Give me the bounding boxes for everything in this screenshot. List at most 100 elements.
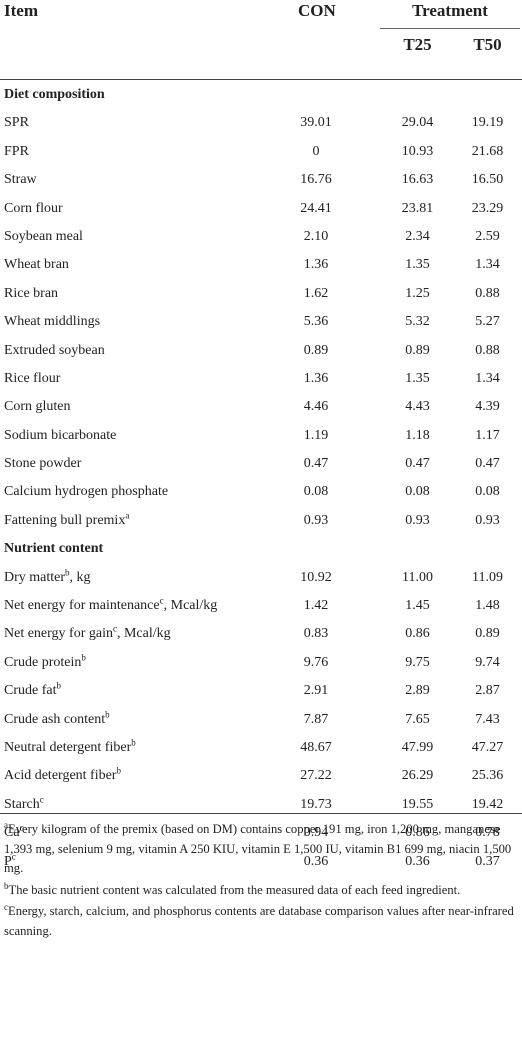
row-label: Rice flour	[4, 371, 60, 387]
footnote-a: aEvery kilogram of the premix (based on …	[4, 820, 518, 879]
row-label: Diet composition	[4, 87, 105, 103]
cell-t25: 1.18	[405, 427, 430, 443]
cell-t50: 0.89	[475, 626, 500, 642]
table-row: Corn gluten 4.46 4.43 4.39	[0, 392, 522, 420]
table-row: Straw 16.76 16.63 16.50	[0, 165, 522, 193]
row-label-footnote-mark: b	[81, 652, 86, 663]
cell-con: 0.93	[303, 512, 329, 528]
cell-t25: 7.65	[405, 711, 430, 727]
cell-con: 48.67	[300, 739, 332, 755]
row-label-text: SPR	[4, 115, 29, 131]
table-row: FPR 0 10.93 21.68	[0, 137, 522, 165]
cell-con: 10.92	[300, 569, 332, 585]
footnote-text: Energy, starch, calcium, and phosphorus …	[4, 904, 514, 938]
table-row: Starchc 19.73 19.55 19.42	[0, 790, 522, 818]
cell-t25: 1.35	[405, 257, 430, 273]
cell-t50: 0.37	[475, 853, 500, 869]
table-row: Pc 0.36 0.36 0.37	[0, 847, 522, 875]
cell-t50: 0.88	[475, 285, 500, 301]
cell-t50: 0.93	[475, 512, 500, 528]
row-label-text: Stone powder	[4, 456, 82, 472]
row-label: Straw	[4, 172, 37, 188]
table-row: Corn flour 24.41 23.81 23.29	[0, 194, 522, 222]
header-t50: T50	[473, 35, 502, 54]
row-label: Crude proteinb	[4, 652, 86, 671]
row-label-text: Sodium bicarbonate	[4, 427, 117, 443]
row-label-text: Fattening bull premix	[4, 512, 126, 528]
section-header-row: Nutrient content	[0, 534, 522, 562]
cell-con: 24.41	[300, 200, 332, 216]
footnotes: aEvery kilogram of the premix (based on …	[4, 820, 518, 943]
cell-t25: 0.89	[405, 342, 430, 358]
table-row: Neutral detergent fiberb 48.67 47.99 47.27	[0, 733, 522, 761]
row-label-text: Acid detergent fiber	[4, 768, 117, 784]
row-label-text: Rice bran	[4, 285, 59, 301]
cell-t50: 1.17	[475, 427, 500, 443]
row-label: Net energy for gainc, Mcal/kg	[4, 624, 171, 642]
cell-con: 1.42	[303, 598, 329, 614]
table-row: Sodium bicarbonate 1.19 1.18 1.17	[0, 421, 522, 449]
cell-t25: 5.32	[405, 314, 430, 330]
row-label-text: Rice flour	[4, 370, 61, 386]
cell-con: 0	[312, 143, 320, 159]
row-label: Nutrient content	[4, 541, 103, 557]
section-header-row: Diet composition	[0, 80, 522, 108]
cell-t25: 23.81	[401, 200, 434, 216]
row-label-footnote-mark: c	[11, 850, 16, 861]
cell-t50: 1.48	[475, 598, 500, 614]
footnote-text: Every kilogram of the premix (based on D…	[4, 822, 512, 875]
cell-t25: 0.08	[405, 484, 430, 500]
table-row: Wheat middlings 5.36 5.32 5.27	[0, 307, 522, 335]
cell-t50: 16.50	[471, 172, 504, 188]
cell-t50: 0.47	[475, 456, 500, 472]
cell-con: 39.01	[300, 115, 332, 131]
table-row: Stone powder 0.47 0.47 0.47	[0, 449, 522, 477]
footnote-mark: c	[4, 901, 8, 912]
row-label-text: Starch	[4, 796, 40, 812]
cell-con: 1.19	[303, 427, 329, 443]
row-label: FPR	[4, 144, 29, 160]
cell-t25: 0.86	[405, 626, 430, 642]
row-label: Starchc	[4, 795, 44, 813]
cell-t25: 9.75	[405, 654, 430, 670]
cell-t25: 19.55	[401, 796, 434, 812]
row-label-unit: , Mcal/kg	[116, 626, 171, 642]
cell-con: 1.62	[303, 285, 329, 301]
cell-con: 0.47	[303, 456, 329, 472]
footnote-b: bThe basic nutrient content was calculat…	[4, 881, 518, 901]
treatment-underline	[380, 28, 520, 29]
cell-t50: 4.39	[475, 399, 500, 415]
cell-t25: 16.63	[401, 172, 434, 188]
cell-t25: 47.99	[401, 739, 434, 755]
row-label-footnote-mark: b	[56, 680, 61, 691]
cell-t25: 0.36	[405, 853, 430, 869]
row-label: Crude fatb	[4, 680, 61, 699]
row-label-text: Wheat bran	[4, 257, 69, 273]
table-row: Rice bran 1.62 1.25 0.88	[0, 279, 522, 307]
row-label-unit: , Mcal/kg	[163, 598, 218, 614]
cell-con: 0.08	[303, 484, 329, 500]
cell-t50: 0.88	[475, 342, 500, 358]
row-label: Corn gluten	[4, 399, 71, 415]
header-item: Item	[4, 1, 38, 20]
row-label-text: Crude ash content	[4, 711, 106, 727]
cell-con: 27.22	[300, 768, 332, 784]
cell-t50: 0.78	[475, 825, 500, 841]
cell-t50: 1.34	[475, 370, 500, 386]
row-label-unit: , kg	[69, 569, 91, 585]
row-label-text: Ca	[4, 825, 20, 841]
row-label: Rice bran	[4, 286, 58, 302]
cell-con: 2.10	[303, 228, 329, 244]
cell-con: 4.46	[303, 399, 329, 415]
header-con: CON	[298, 1, 336, 20]
cell-con: 2.91	[303, 683, 329, 699]
row-label-footnote-mark: c	[19, 822, 24, 833]
table-row: Cac 0.94 0.86 0.78	[0, 818, 522, 846]
row-label: Wheat middlings	[4, 314, 100, 330]
header-t25: T25	[403, 35, 432, 54]
row-label: Wheat bran	[4, 257, 69, 273]
footnote-mark: b	[4, 880, 9, 891]
cell-con: 19.73	[300, 796, 332, 812]
cell-t50: 2.87	[475, 683, 500, 699]
cell-t50: 9.74	[475, 654, 500, 670]
